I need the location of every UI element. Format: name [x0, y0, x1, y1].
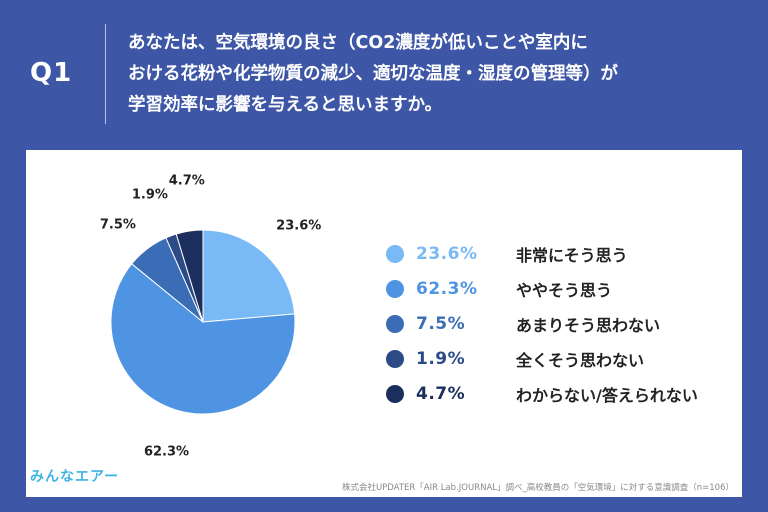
- legend-item-1: 23.6% 非常にそう思う: [381, 236, 731, 271]
- chart-legend: 23.6% 非常にそう思う 62.3% ややそう思う 7.5% あまりそう思わない 1.9%…: [381, 236, 731, 411]
- question-text: あなたは、空気環境の良さ（CO2濃度が低いことや室内に おける花粉や化学物質の減…: [128, 33, 618, 115]
- legend-swatch: [386, 349, 404, 368]
- legend-item-3: 7.5% あまりそう思わない: [381, 306, 731, 341]
- legend-item-2: 62.3% ややそう思う: [381, 271, 731, 306]
- pie-label-4: 1.9%: [132, 188, 168, 203]
- legend-label: あまりそう思わない: [516, 315, 661, 335]
- legend-label: ややそう思う: [516, 280, 613, 300]
- source-note: 株式会社UPDATER「AIR Lab.JOURNAL」調べ_高校教員の「空気環…: [341, 483, 734, 493]
- legend-item-4: 1.9% 全くそう思わない: [381, 341, 731, 376]
- legend-item-5: 4.7% わからない/答えられない: [381, 376, 731, 411]
- pie-slice-2: [110, 263, 296, 415]
- legend-value: 23.6%: [416, 243, 478, 264]
- pie-label-3: 7.5%: [100, 217, 136, 232]
- legend-label: わからない/答えられない: [516, 385, 698, 405]
- legend-swatch: [386, 279, 404, 298]
- header: Q1 あなたは、空気環境の良さ（CO2濃度が低いことや室内に おける花粉や化学物…: [0, 0, 768, 150]
- legend-value: 62.3%: [416, 278, 478, 299]
- legend-swatch: [386, 244, 404, 263]
- pie-slice-5: [175, 229, 204, 323]
- chart-panel: 23.6% 62.3% 7.5% 1.9% 4.7% 23.6% 非常にそう思う 62.3%…: [26, 150, 742, 497]
- legend-value: 4.7%: [416, 383, 466, 404]
- pie-label-1: 23.6%: [276, 219, 321, 234]
- brand-logo: みんなエアー: [30, 469, 120, 485]
- question-number: Q1: [30, 58, 73, 88]
- legend-value: 7.5%: [416, 313, 466, 334]
- pie-chart: 23.6% 62.3% 7.5% 1.9%4.7%: [100, 173, 321, 460]
- legend-swatch: [386, 384, 404, 403]
- pie-label-2: 62.3%: [144, 445, 189, 460]
- legend-label: 全くそう思わない: [516, 350, 645, 370]
- legend-value: 1.9%: [416, 348, 466, 369]
- pie-label-5: 4.7%: [169, 173, 205, 188]
- pie-slice-1: [202, 229, 296, 323]
- legend-label: 非常にそう思う: [516, 245, 628, 265]
- legend-swatch: [386, 314, 404, 333]
- header-divider: [105, 24, 106, 124]
